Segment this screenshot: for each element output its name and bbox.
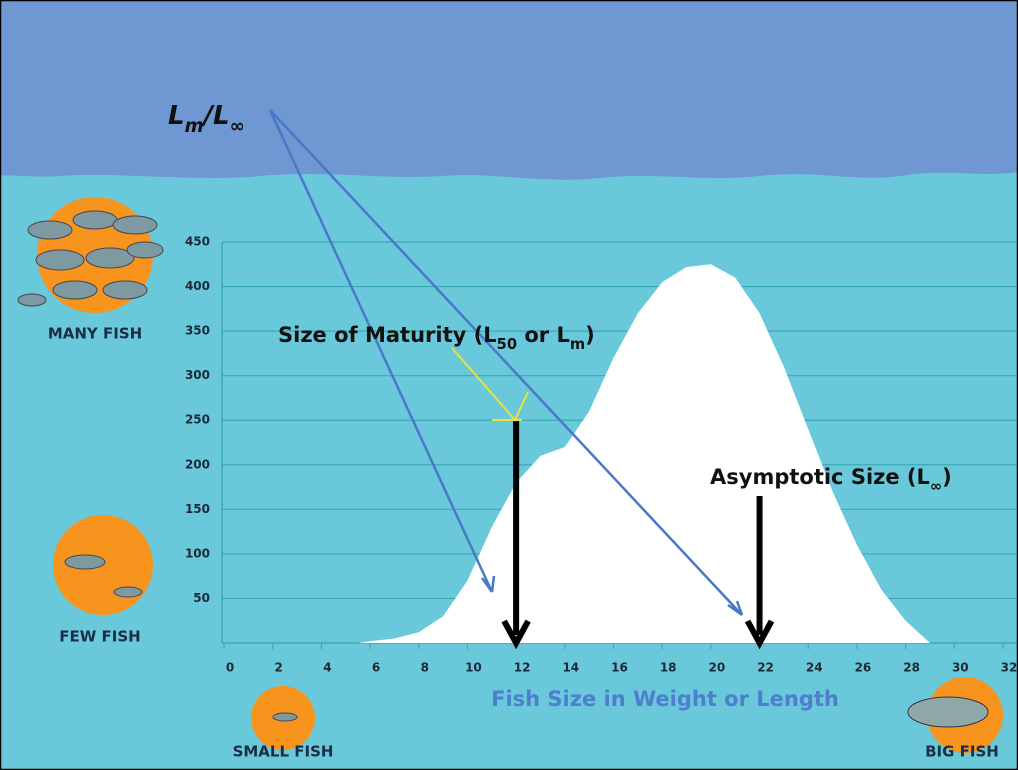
y-tick-label: 400: [185, 279, 210, 293]
y-tick-label: 300: [185, 368, 210, 382]
x-tick-label: 2: [275, 661, 283, 675]
x-tick-label: 0: [226, 661, 234, 675]
x-tick-label: 24: [806, 661, 823, 675]
x-tick-label: 22: [757, 661, 774, 675]
label-part: 50: [497, 336, 517, 353]
y-tick-label: 200: [185, 457, 210, 471]
size-distribution: [357, 264, 930, 643]
y-tick-label: 350: [185, 324, 210, 338]
x-tick-label: 26: [855, 661, 872, 675]
label-part: ∞: [230, 116, 245, 137]
x-tick-label: 32: [1001, 661, 1018, 675]
label-part: or L: [517, 323, 570, 347]
y-tick-label: 450: [185, 235, 210, 249]
label-part: m: [570, 336, 585, 353]
maturity-pointer: [451, 347, 529, 422]
caption: BIG FISH: [925, 743, 999, 761]
x-tick-label: 4: [323, 661, 331, 675]
caption: SMALL FISH: [233, 743, 334, 761]
x-axis-title: Fish Size in Weight or Length: [491, 687, 839, 711]
x-tick-label: 30: [952, 661, 969, 675]
x-tick-label: 8: [421, 661, 429, 675]
x-tick-label: 6: [372, 661, 380, 675]
caption: FEW FISH: [59, 628, 140, 646]
pointer-arrow: [268, 109, 494, 593]
caption: MANY FISH: [48, 325, 142, 343]
size-arrow-head: [744, 619, 775, 650]
x-tick-label: 10: [465, 661, 482, 675]
plot: [222, 241, 1018, 650]
label-part: ∞: [930, 478, 942, 495]
pointer-arrow-head: [727, 600, 744, 617]
maturity-label: Size of Maturity (L50 or Lm): [278, 323, 595, 353]
ratio-label: Lm/L∞: [168, 101, 245, 137]
x-tick-label: 16: [611, 661, 628, 675]
pointer-arrow-head: [480, 575, 496, 593]
x-tick-label: 12: [514, 661, 531, 675]
x-tick-label: 18: [660, 661, 677, 675]
x-tick-label: 28: [903, 661, 920, 675]
y-tick-label: 100: [185, 546, 210, 560]
label-part: m: [185, 116, 204, 137]
y-tick-label: 250: [185, 413, 210, 427]
y-tick-label: 150: [185, 502, 210, 516]
label-part: L: [168, 101, 185, 131]
x-tick-label: 20: [709, 661, 726, 675]
fish-icons: [17, 197, 1003, 753]
sky: [0, 0, 1018, 180]
label-part: /L: [201, 101, 230, 131]
asymptotic-label: Asymptotic Size (L∞): [710, 465, 952, 495]
label-part: ): [585, 323, 595, 347]
label-part: ): [942, 465, 952, 489]
pointer-arrow: [269, 109, 743, 616]
size-arrow-head: [501, 619, 531, 650]
y-tick-label: 50: [193, 591, 210, 605]
x-tick-label: 14: [562, 661, 579, 675]
label-part: Asymptotic Size (L: [710, 465, 930, 489]
label-part: Size of Maturity (L: [278, 323, 497, 347]
